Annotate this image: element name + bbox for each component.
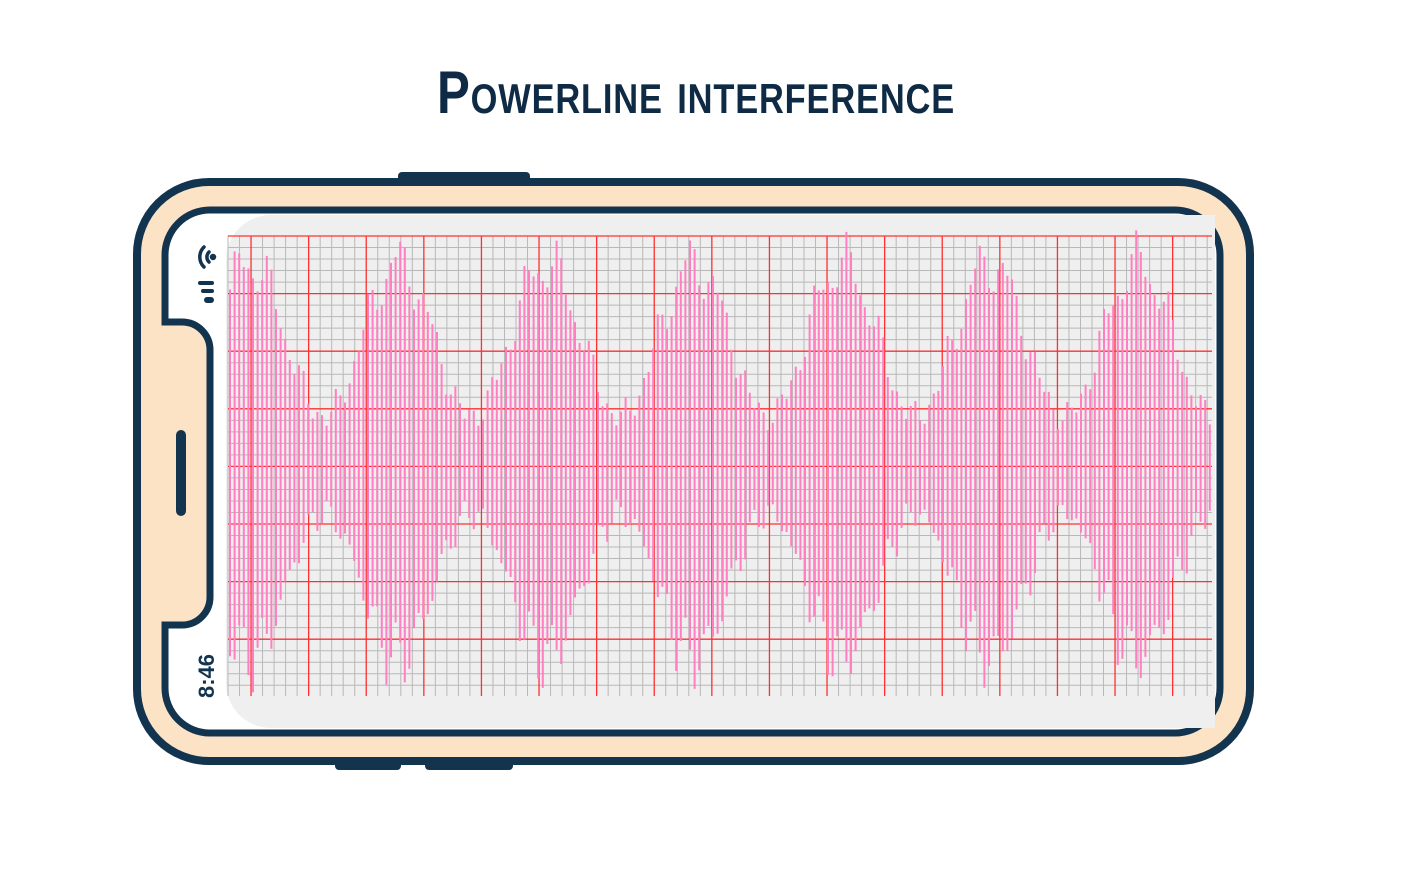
side-pill xyxy=(176,430,186,516)
status-time: 8:46 xyxy=(194,654,219,698)
page-title: Powerline interference xyxy=(436,59,955,126)
signal-icon xyxy=(198,281,214,303)
ecg-trace xyxy=(229,230,1211,693)
ecg-display xyxy=(226,215,1215,728)
wifi-icon xyxy=(198,245,217,269)
